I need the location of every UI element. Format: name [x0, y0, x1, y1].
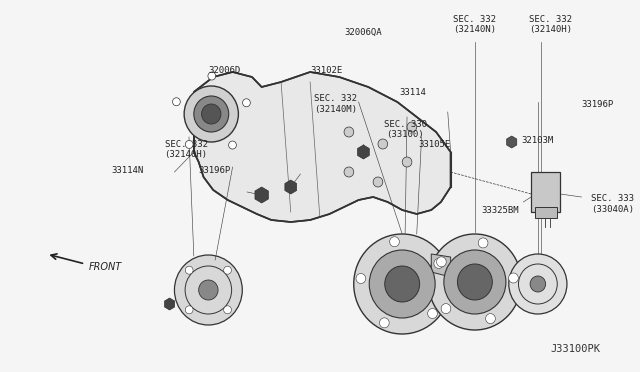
Text: SEC. 332
(32140H): SEC. 332 (32140H)	[529, 15, 572, 34]
Circle shape	[436, 257, 446, 267]
Circle shape	[434, 259, 444, 268]
Circle shape	[458, 264, 492, 300]
Polygon shape	[164, 298, 175, 310]
Polygon shape	[431, 254, 451, 277]
Circle shape	[385, 266, 420, 302]
Circle shape	[478, 238, 488, 248]
Text: 33325BM: 33325BM	[481, 205, 518, 215]
Polygon shape	[531, 172, 560, 212]
Circle shape	[380, 318, 389, 328]
Circle shape	[223, 306, 232, 314]
Circle shape	[509, 254, 567, 314]
Text: 33102E: 33102E	[310, 65, 342, 74]
Circle shape	[202, 104, 221, 124]
Text: J33100PK: J33100PK	[551, 344, 601, 354]
Text: 32103M: 32103M	[522, 135, 554, 144]
Circle shape	[509, 273, 518, 283]
Circle shape	[186, 140, 193, 148]
Circle shape	[441, 304, 451, 314]
Text: 32006D: 32006D	[208, 65, 241, 74]
Text: 33114N: 33114N	[111, 166, 143, 174]
Circle shape	[378, 139, 388, 149]
Circle shape	[186, 266, 193, 274]
Circle shape	[173, 98, 180, 106]
Circle shape	[354, 234, 451, 334]
Circle shape	[198, 280, 218, 300]
Circle shape	[407, 122, 417, 132]
Text: SEC. 332
(32140M): SEC. 332 (32140M)	[314, 94, 356, 114]
Circle shape	[486, 314, 495, 324]
Text: 32006QA: 32006QA	[344, 28, 382, 37]
Text: 33196P: 33196P	[198, 166, 230, 174]
Text: 33196P: 33196P	[582, 99, 614, 109]
Text: SEC. 332
(32140N): SEC. 332 (32140N)	[453, 15, 497, 34]
Circle shape	[428, 308, 437, 318]
Text: SEC. 333
(33040A): SEC. 333 (33040A)	[591, 194, 634, 214]
Circle shape	[428, 234, 522, 330]
Circle shape	[356, 273, 365, 283]
Circle shape	[186, 306, 193, 314]
Circle shape	[208, 72, 216, 80]
Circle shape	[243, 99, 250, 107]
Polygon shape	[285, 180, 296, 194]
Circle shape	[369, 250, 435, 318]
Circle shape	[373, 177, 383, 187]
Text: SEC. 332
(32140H): SEC. 332 (32140H)	[164, 140, 207, 159]
Polygon shape	[255, 187, 268, 203]
Circle shape	[228, 141, 236, 149]
Text: 33114: 33114	[399, 87, 426, 96]
Text: 33105E: 33105E	[418, 140, 451, 149]
Circle shape	[344, 167, 354, 177]
Circle shape	[402, 157, 412, 167]
Circle shape	[184, 86, 239, 142]
Text: FRONT: FRONT	[89, 262, 122, 272]
Circle shape	[390, 237, 399, 247]
Circle shape	[194, 96, 228, 132]
Polygon shape	[194, 72, 451, 222]
Polygon shape	[507, 136, 516, 148]
Circle shape	[175, 255, 243, 325]
Text: SEC. 330
(33100): SEC. 330 (33100)	[383, 120, 427, 140]
Circle shape	[530, 276, 546, 292]
Circle shape	[344, 127, 354, 137]
Polygon shape	[358, 145, 369, 159]
Circle shape	[444, 250, 506, 314]
Polygon shape	[535, 207, 557, 218]
Circle shape	[223, 266, 232, 274]
